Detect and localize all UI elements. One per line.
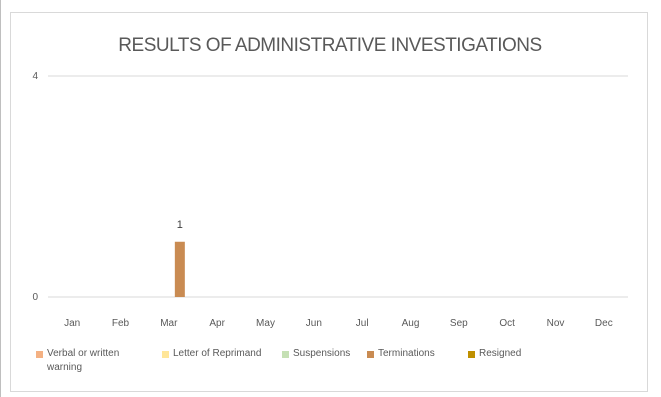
data-labels: 1 <box>177 219 183 231</box>
x-tick-label: Dec <box>595 318 613 329</box>
x-tick-label: Jan <box>64 318 80 329</box>
x-axis-ticks: Jan Feb Mar Apr May Jun Jul Aug Sep Oct Nov Dec <box>64 318 613 329</box>
x-tick-label: Jun <box>306 318 322 329</box>
legend-item: Terminations <box>367 347 435 361</box>
legend-swatch <box>36 351 43 358</box>
x-tick-label: Mar <box>160 318 178 329</box>
gridlines <box>48 75 628 298</box>
legend-label: Resigned <box>479 348 522 359</box>
bars <box>174 241 185 297</box>
y-tick-label: 0 <box>32 292 38 303</box>
x-tick-label: Jul <box>356 318 369 329</box>
legend-label: Terminations <box>378 348 435 359</box>
x-tick-label: Aug <box>402 318 420 329</box>
x-tick-label: May <box>256 318 275 329</box>
x-tick-label: Nov <box>547 318 565 329</box>
legend-label: Suspensions <box>293 348 351 359</box>
x-tick-label: Apr <box>209 318 225 329</box>
bar-terminations-mar <box>174 241 185 297</box>
legend-item: Verbal or written warning <box>36 347 137 375</box>
x-tick-label: Oct <box>499 318 515 329</box>
legend-swatch <box>468 351 475 358</box>
y-axis-ticks: 04 <box>32 71 38 303</box>
legend-swatch <box>162 351 169 358</box>
legend-item: Letter of Reprimand <box>162 347 261 361</box>
y-tick-label: 4 <box>32 71 38 82</box>
chart-frame <box>10 12 648 392</box>
x-tick-label: Feb <box>112 318 130 329</box>
x-tick-label: Sep <box>450 318 468 329</box>
legend-swatch <box>282 351 289 358</box>
legend-item: Resigned <box>468 347 521 361</box>
chart-title: RESULTS OF ADMINISTRATIVE INVESTIGATIONS <box>118 35 541 56</box>
legend-swatch <box>367 351 374 358</box>
left-border-line <box>0 0 1 397</box>
legend-label: Letter of Reprimand <box>173 348 262 359</box>
data-label: 1 <box>177 219 183 231</box>
legend-item: Suspensions <box>282 347 350 361</box>
legend-label: Verbal or written warning <box>47 348 120 373</box>
